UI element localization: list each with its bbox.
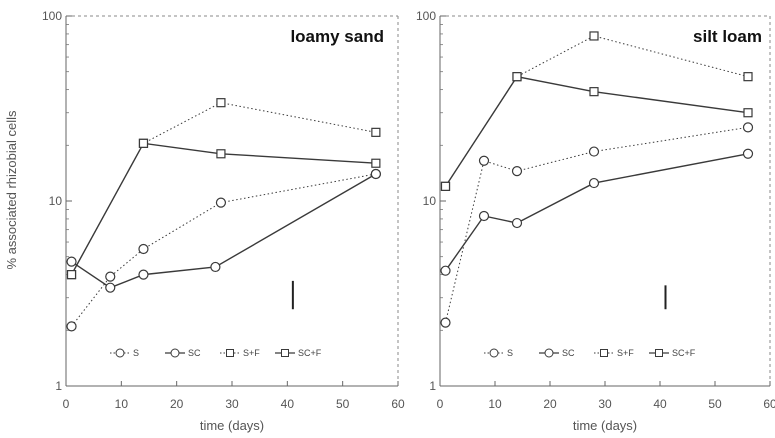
x-axis-title: time (days) [573,418,637,433]
y-tick-label: 1 [55,379,62,393]
series-line-s [71,173,376,327]
legend-marker-square [655,349,663,357]
y-tick-label: 10 [49,194,63,208]
series-line-s [445,126,749,323]
data-point-circle [215,197,227,208]
chart-panel-loamy-sand: 0 10 20 30 40 50 60 1 10 100 time (days) loamy sand… [42,9,405,433]
data-point-circle [138,269,149,280]
x-tick-label: 0 [437,397,444,411]
legend-marker-circle [489,348,499,358]
data-point-circle [66,256,77,267]
series-line-sc [444,153,749,272]
data-point-circle [511,166,523,177]
legend-label: SC [188,348,201,358]
data-point-circle [66,321,77,332]
x-axis-title: time (days) [200,418,264,433]
data-point-square [216,149,226,159]
panel-title: loamy sand [290,27,384,46]
legend-marker-square [281,349,289,357]
data-point-circle [478,210,490,222]
data-point-circle [742,148,754,159]
legend-label: S [507,348,513,358]
y-tick-label: 1 [429,379,436,393]
y-tick-label: 10 [423,194,437,208]
x-tick-label: 40 [281,397,295,411]
y-tick-label: 100 [42,9,62,23]
legend-marker-circle [544,348,554,358]
data-point-square [66,270,77,280]
data-point-circle [440,265,451,276]
legend-label: S+F [617,348,634,358]
data-point-square [512,72,522,82]
data-point-circle [210,261,221,273]
data-point-square [743,72,753,82]
data-point-circle [370,168,381,180]
data-point-square [371,127,381,137]
legend-label: S+F [243,348,260,358]
x-tick-label: 50 [708,397,722,411]
legend-marker-square [226,349,234,357]
series-line-s-plus-f [71,102,376,275]
data-point-circle [478,155,490,166]
data-point-square [138,138,149,148]
y-axis-title: % associated rhizobial cells [4,110,19,269]
data-point-square [743,108,753,118]
x-tick-label: 10 [488,397,502,411]
data-point-circle [742,122,754,133]
data-point-circle [588,177,600,189]
series-line-sc-plus-f [444,75,749,187]
chart-panel-silt-loam: 0 10 20 30 40 50 60 1 10 100 time (days) silt loam S… [416,9,775,433]
x-tick-label: 30 [598,397,612,411]
data-point-square [371,158,381,168]
panel-title: silt loam [693,27,762,46]
data-point-square [216,98,226,108]
legend-label: SC+F [298,348,322,358]
data-point-circle [105,282,116,293]
legend-marker-square [600,349,608,357]
data-point-circle [511,217,523,229]
x-tick-label: 20 [170,397,184,411]
x-tick-label: 50 [336,397,350,411]
data-point-circle [588,146,600,157]
data-point-circle [440,317,451,328]
x-tick-label: 60 [391,397,405,411]
series-line-s-plus-f [445,35,749,187]
legend-marker-circle [170,348,180,358]
x-tick-label: 0 [63,397,70,411]
legend-label: S [133,348,139,358]
x-tick-label: 10 [115,397,129,411]
x-tick-label: 60 [763,397,775,411]
series-line-sc-plus-f [70,142,376,275]
data-point-circle [138,243,149,255]
data-point-square [589,87,599,97]
y-tick-label: 100 [416,9,436,23]
data-point-square [589,31,599,41]
legend-label: SC [562,348,575,358]
legend-label: SC+F [672,348,696,358]
data-point-circle [105,271,116,282]
x-tick-label: 30 [225,397,239,411]
legend-marker-circle [115,348,125,358]
x-tick-label: 40 [653,397,667,411]
x-tick-label: 20 [543,397,557,411]
data-point-square [440,181,451,191]
